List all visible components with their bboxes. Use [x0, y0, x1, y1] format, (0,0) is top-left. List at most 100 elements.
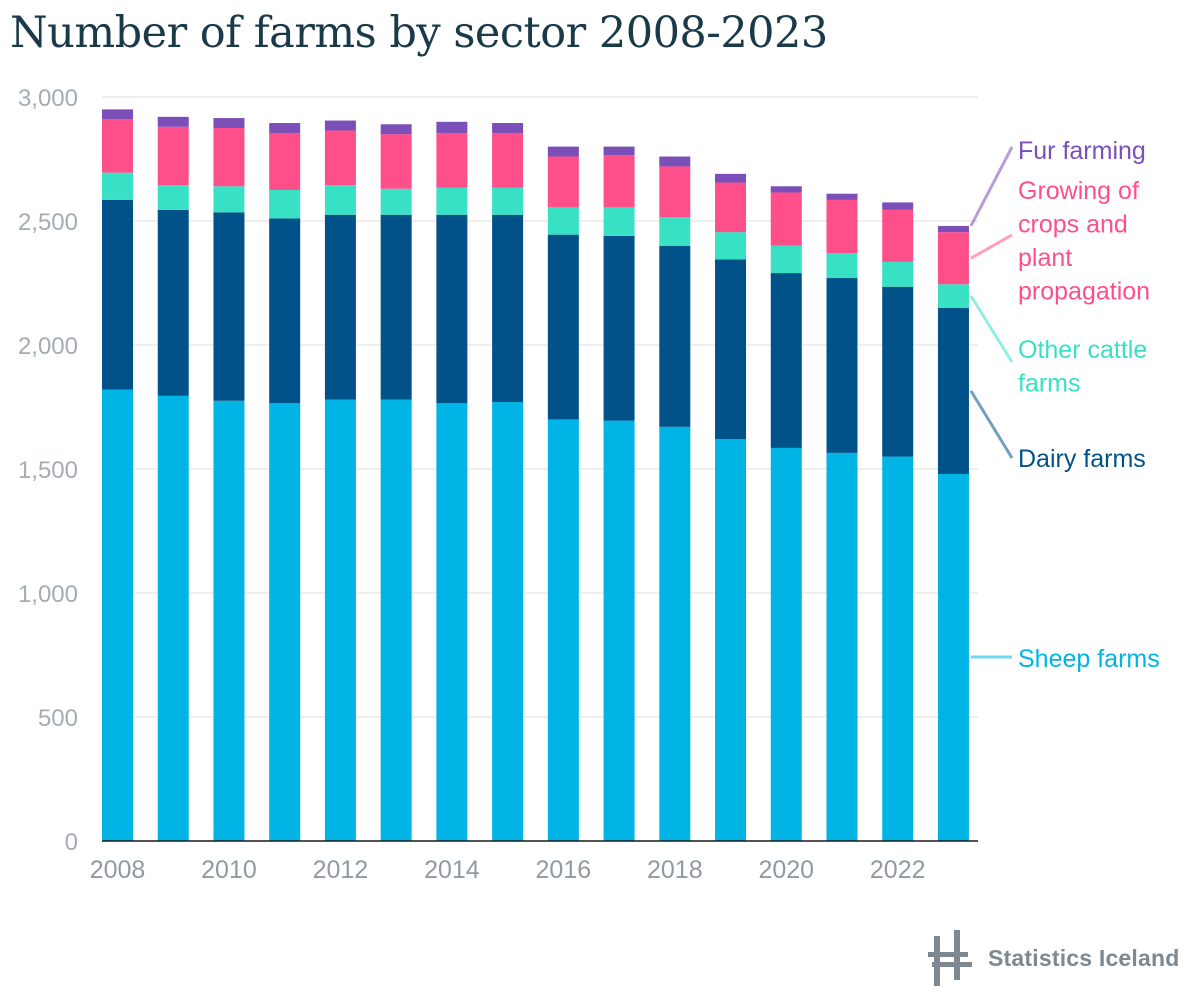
bar-segment [102, 389, 133, 841]
bar-segment [826, 193, 858, 200]
legend-label: Other cattle farms [1018, 336, 1147, 398]
logo-text: Statistics Iceland [988, 944, 1180, 971]
bar-segment [937, 284, 969, 308]
bar-segment [269, 123, 301, 133]
bar-segment [324, 185, 356, 215]
legend-label-line: crops and [1018, 211, 1128, 239]
bar-segment [659, 245, 691, 427]
bar-segment [102, 199, 133, 390]
legend-label: Sheep farms [1018, 645, 1160, 673]
legend-label-line: plant [1018, 244, 1072, 272]
bar-segment [882, 261, 914, 287]
y-tick-label: 3,000 [18, 85, 78, 112]
bar-segment [937, 232, 969, 285]
legend-label: Fur farming [1018, 137, 1146, 165]
bar-segment [937, 225, 969, 233]
chart-title: Number of farms by sector 2008-2023 [10, 8, 828, 58]
bar-segment [603, 146, 635, 156]
bar-segment [102, 172, 133, 200]
bar-segment [882, 202, 914, 210]
bar-segment [269, 132, 301, 190]
bar-segment [882, 456, 914, 841]
legend-label-line: Sheep farms [1018, 645, 1160, 673]
bars [102, 109, 969, 841]
axes: 0 500 1,000 1,500 2,000 2,500 3,000 2008 2010 201… [18, 85, 978, 884]
legend: Fur farming Growing of crops and plant propa… [969, 137, 1160, 673]
bar-segment [213, 118, 245, 128]
legend-label: Growing of crops and plant propagation [1018, 177, 1150, 306]
bar-segment [213, 186, 245, 213]
y-tick-label: 0 [65, 829, 78, 856]
legend-connector [969, 390, 1014, 459]
x-tick-label: 2020 [758, 856, 814, 884]
bar-segment [547, 419, 579, 841]
y-tick-label: 500 [38, 705, 78, 732]
bar-segment [102, 109, 133, 120]
bar-segment [882, 286, 914, 457]
bar-segment [380, 134, 412, 189]
bar-segment [715, 173, 747, 183]
bar-segment [157, 116, 189, 127]
bar-segment [324, 399, 356, 841]
bar-segment [436, 121, 468, 133]
y-tick-label: 1,000 [18, 581, 78, 608]
bar-segment [102, 119, 133, 173]
bar-segment [770, 447, 802, 841]
bar-segment [157, 126, 189, 186]
bar-segment [492, 187, 524, 215]
bar-segment [157, 209, 189, 396]
bar-segment [324, 120, 356, 131]
bar-segment [157, 395, 189, 841]
bar-segment [436, 214, 468, 404]
bar-segment [547, 146, 579, 157]
bar-segment [213, 400, 245, 841]
bar-segment [770, 245, 802, 274]
bar-segment [826, 253, 858, 279]
bar-segment [157, 185, 189, 210]
legend-label: Dairy farms [1018, 445, 1146, 473]
bar-segment [826, 199, 858, 254]
bar-segment [269, 403, 301, 841]
bar-segment [269, 218, 301, 404]
bar-segment [882, 209, 914, 262]
bar-segment [436, 187, 468, 215]
bar-segment [269, 190, 301, 219]
bar-segment [547, 207, 579, 235]
gridlines [102, 96, 978, 718]
x-tick-label: 2022 [870, 856, 926, 884]
bar-segment [380, 188, 412, 215]
bar-segment [324, 214, 356, 400]
bar-segment [436, 403, 468, 841]
bar-segment [492, 402, 524, 841]
bar-segment [547, 234, 579, 420]
x-tick-label: 2012 [313, 856, 369, 884]
bar-segment [715, 439, 747, 841]
x-tick-label: 2014 [424, 856, 480, 884]
bar-segment [492, 123, 524, 133]
bar-segment [937, 473, 969, 841]
bar-segment [659, 426, 691, 841]
x-tick-label: 2010 [201, 856, 257, 884]
legend-label-line: farms [1018, 370, 1081, 398]
legend-connector [970, 233, 1013, 260]
bar-segment [603, 207, 635, 236]
logo-mark-icon [928, 930, 972, 986]
bar-segment [715, 232, 747, 260]
statistics-iceland-logo[interactable]: Statistics Iceland [928, 930, 1180, 986]
y-tick-label: 1,500 [18, 457, 78, 484]
bar-segment [213, 212, 245, 401]
bar-segment [603, 420, 635, 841]
bar-segment [603, 155, 635, 208]
bar-segment [715, 259, 747, 440]
x-tick-label: 2016 [536, 856, 592, 884]
bar-segment [324, 130, 356, 186]
bar-segment [770, 192, 802, 246]
y-tick-label: 2,000 [18, 333, 78, 360]
legend-label-line: Growing of [1018, 177, 1139, 205]
legend-label-line: propagation [1018, 278, 1150, 306]
bar-segment [380, 399, 412, 841]
bar-segment [547, 156, 579, 208]
bar-segment [659, 217, 691, 246]
legend-label-line: Fur farming [1018, 137, 1146, 165]
bar-segment [213, 128, 245, 187]
